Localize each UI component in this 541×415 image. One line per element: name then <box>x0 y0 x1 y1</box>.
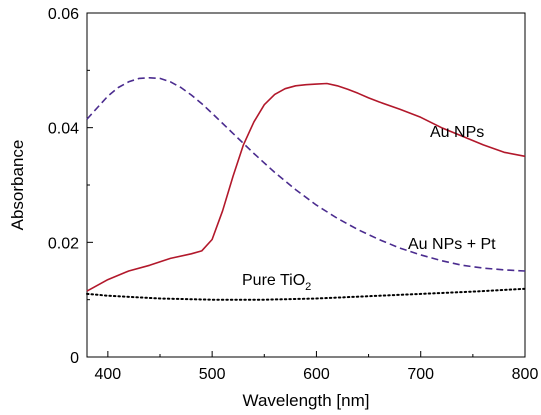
plot-frame <box>86 12 526 358</box>
x-axis-title: Wavelength [nm] <box>243 391 370 410</box>
x-tick-label: 400 <box>95 366 122 383</box>
series-lines <box>86 77 526 301</box>
y-axis-title: Absorbance <box>8 140 27 231</box>
y-tick-label: 0.02 <box>48 235 79 252</box>
series-line-pure-tio2 <box>86 287 526 301</box>
y-tick-label: 0.06 <box>48 6 79 23</box>
x-tick-label: 600 <box>303 366 330 383</box>
x-tick-label: 700 <box>407 366 434 383</box>
x-tick-label: 800 <box>512 366 539 383</box>
series-line-au-nps-pt <box>86 77 526 272</box>
series-label-pure-tio2-sub: 2 <box>305 281 311 293</box>
axis-ticks: 400 500 600 700 800 0 0.02 0.04 0.06 <box>48 6 539 383</box>
series-label-pure-tio2: Pure TiO2 <box>242 272 311 293</box>
series-line-au-nps <box>86 82 526 292</box>
series-label-au-nps: Au NPs <box>430 124 484 141</box>
series-label-au-nps-pt: Au NPs + Pt <box>408 236 496 253</box>
y-tick-label: 0 <box>70 350 79 367</box>
x-tick-label: 500 <box>199 366 226 383</box>
y-tick-label: 0.04 <box>48 121 79 138</box>
series-label-pure-tio2-main: Pure TiO <box>242 272 305 289</box>
